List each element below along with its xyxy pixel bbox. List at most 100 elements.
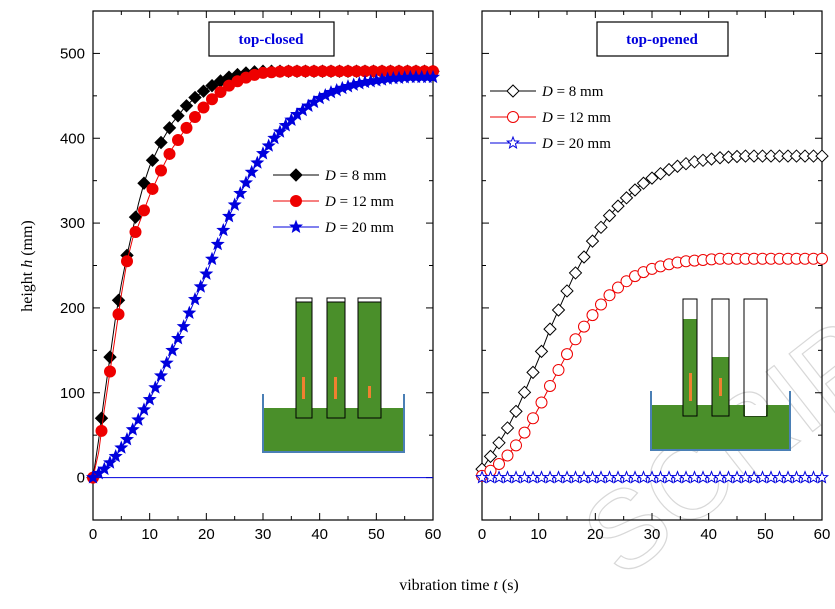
panel1-legend-label: D = 8 mm [541,84,604,100]
panel0-series-2-marker [210,236,225,251]
panel0-series-2-marker [148,380,163,394]
panel1-series-0-marker [585,234,600,248]
panel1-series-0-marker [619,191,634,205]
panel1-series-0-marker [483,449,498,464]
panel0-series-2-marker [159,355,174,370]
y-tick-label: 300 [60,215,85,232]
panel1-legend-label-var: D [541,110,553,126]
panel1-series-1-marker [493,458,505,471]
panel0-series-0-marker [94,411,109,425]
panel0-series-1-marker [121,255,133,268]
right-tube-12mm [711,298,730,417]
right-flow-marker-1 [689,373,692,401]
panel0-x-tick-label: 0 [89,526,97,543]
panel0-x-tick-label: 20 [198,526,215,543]
panel0-series-2-marker [261,138,276,152]
panel1-series-1-marker [603,289,616,302]
panel0-series-2-marker [199,266,214,280]
panel0-series-2-marker [125,422,140,436]
x-axis-title: vibration time t (s) [399,577,519,594]
panel0-series-2-marker [165,342,180,357]
panel0-legend-label: D = 12 mm [324,194,394,210]
panel0-series-2-marker [273,124,287,138]
panel1-legend-label-rest: = 20 mm [553,136,611,152]
panel1-series-0-marker [645,171,659,185]
left-inset-diagram [262,297,405,453]
panel1-legend-label-rest: = 8 mm [553,84,604,100]
panel1-series-0-marker [517,385,532,400]
panel0-series-0-marker [188,90,202,105]
panel1-series-1-marker [544,379,556,392]
x-axis-title-var: t [493,577,498,594]
panel0-series-2-marker [103,455,117,469]
panel0-x-tick-label: 40 [311,526,328,543]
panel1-series-1-marker [586,309,599,322]
panel0-series-0-marker [154,135,168,150]
panel1-series-1-marker [595,298,607,311]
left-flow-marker-2 [334,377,337,399]
right-title-box [596,21,729,57]
panel0-series-1-marker [146,182,159,195]
panel1-x-tick-label: 0 [478,526,486,543]
panel1-series-1-marker [501,449,514,462]
panel1-series-0-marker [543,322,557,336]
panel0-series-0-marker [205,78,219,93]
panel0-series-1-marker [172,133,184,146]
left-flow-marker-3 [368,386,371,398]
panel0-series-2-marker [114,440,129,454]
right-tube-20mm-inner [745,405,766,416]
left-tube-20mm [357,299,382,419]
right-panel-title: top-opened [626,32,698,48]
panel1-series-0-marker [628,183,642,197]
panel0-series-1-marker [180,121,193,134]
panel0-series-2-marker [205,251,219,266]
panel0-series-0-marker [196,84,211,98]
panel0-legend-label: D = 20 mm [324,220,394,236]
panel0-series-2-marker [137,402,151,416]
right-tube-8mm-fill [683,319,697,416]
y-axis-title: height h (mm) [19,220,36,312]
panel1-legend-marker [507,111,519,123]
panel0-x-tick-label: 10 [141,526,158,543]
panel1-series-0-marker [500,421,515,435]
right-legend: D = 8 mm D = 12 mmD = 20 mm [490,84,611,152]
y-axis-title-var: h [19,260,36,268]
panel1-legend-label: D = 12 mm [541,110,611,126]
panel1-legend-marker [506,135,520,150]
panel0-series-0-marker [162,121,177,135]
panel1-x-tick-label: 50 [757,526,774,543]
panel0-x-tick-label: 30 [255,526,272,543]
x-axis-title-prefix: vibration time [399,577,493,594]
left-inset-vessel [262,394,405,453]
panel1-series-0-marker [602,208,617,223]
panel0-series-1-marker [138,204,150,217]
panel1-series-1-marker [569,333,582,346]
panel0-series-2-marker [142,392,157,406]
panel0-series-2-marker [426,69,440,84]
left-legend: D = 8 mmD = 12 mmD = 20 mm [273,168,394,236]
panel0-series-1-marker [104,365,116,378]
panel1-series-1-marker [518,426,531,439]
panel0-series-2-marker [233,186,248,200]
left-tube-cap-8mm [295,297,313,303]
panel0-series-2-marker [239,175,253,189]
panel1-series-0-marker [815,149,829,163]
x-axis-title-unit: (s) [498,577,519,594]
left-flow-marker-1 [302,377,305,399]
panel0-legend-label-rest: = 8 mm [336,168,387,184]
panel1-series-1-marker [561,348,573,361]
y-tick-label: 500 [60,45,85,62]
right-flow-marker-2 [719,378,722,396]
panel0-series-0-marker [128,210,143,224]
right-inset-diagram [650,298,791,451]
panel0-series-1-marker [214,86,227,99]
left-tube-12mm [326,299,346,419]
left-panel-title: top-closed [239,32,305,48]
panel0-series-1-marker [189,111,201,124]
panel0-series-2-marker [108,449,123,463]
panel0-legend-marker [289,219,303,234]
panel1-series-1-marker [535,396,548,409]
panel0-series-2-marker [188,292,202,306]
panel1-series-0-marker [594,220,608,235]
